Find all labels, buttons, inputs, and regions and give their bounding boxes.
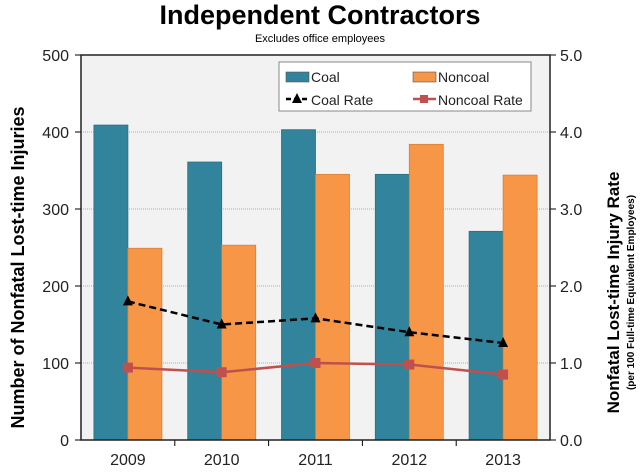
- bar-coal: [374, 173, 410, 441]
- bar-coal: [187, 161, 223, 441]
- x-tick-label: 2010: [204, 452, 240, 469]
- legend-swatch-noncoal: [412, 71, 437, 83]
- y2-axis-sublabel: (per 100 Full-time Equivalent Employees): [626, 195, 637, 390]
- y-tick-label: 500: [42, 48, 69, 65]
- bar-noncoal: [127, 247, 163, 441]
- point-noncoal-rate: [122, 362, 133, 373]
- legend-label: Noncoal Rate: [438, 92, 523, 108]
- bar-noncoal: [502, 174, 538, 441]
- y2-tick-label: 4.0: [560, 125, 582, 142]
- y-tick-label: 300: [42, 202, 69, 219]
- bar-coal: [93, 124, 129, 441]
- point-coal-rate: [310, 312, 321, 323]
- x-tick-label: 2013: [485, 452, 521, 469]
- point-coal-rate: [404, 326, 415, 337]
- x-tick-label: 2011: [298, 452, 333, 469]
- point-noncoal-rate: [216, 367, 227, 378]
- y-tick-label: 400: [42, 125, 69, 142]
- legend-label: Noncoal: [438, 69, 489, 85]
- legend: [278, 61, 532, 112]
- point-coal-rate: [122, 295, 133, 306]
- point-noncoal-rate: [404, 359, 415, 370]
- legend-marker-square: [420, 95, 428, 103]
- y-tick-label: 0: [60, 433, 69, 450]
- bar-noncoal: [315, 173, 350, 441]
- legend-swatch-coal: [285, 71, 310, 83]
- y2-axis-label: Nonfatal Lost-time Injury Rate: [604, 172, 623, 414]
- point-noncoal-rate: [498, 369, 509, 380]
- x-tick-label: 2012: [392, 452, 428, 469]
- y2-tick-label: 0.0: [560, 433, 582, 450]
- y2-tick-label: 3.0: [560, 202, 582, 219]
- chart-subtitle: Excludes office employees: [254, 33, 386, 45]
- bar-coal: [468, 230, 504, 441]
- y2-tick-label: 1.0: [560, 356, 582, 373]
- legend-label: Coal: [311, 69, 340, 85]
- legend-label: Coal Rate: [311, 92, 373, 108]
- point-coal-rate: [498, 336, 509, 347]
- y2-tick-label: 5.0: [560, 48, 582, 65]
- bar-coal: [281, 129, 316, 441]
- chart-title: Independent Contractors: [159, 0, 481, 30]
- legend-marker-triangle: [292, 93, 302, 103]
- y2-tick-label: 2.0: [560, 279, 582, 296]
- y-tick-label: 200: [42, 279, 69, 296]
- point-noncoal-rate: [310, 358, 321, 368]
- y-axis-label: Number of Nonfatal Lost-time Injuries: [8, 106, 28, 428]
- point-coal-rate: [216, 318, 227, 329]
- bar-noncoal: [221, 244, 257, 441]
- y-tick-label: 100: [42, 356, 69, 373]
- plot-border: [80, 54, 551, 441]
- bar-noncoal: [408, 143, 444, 441]
- x-tick-label: 2009: [110, 452, 146, 469]
